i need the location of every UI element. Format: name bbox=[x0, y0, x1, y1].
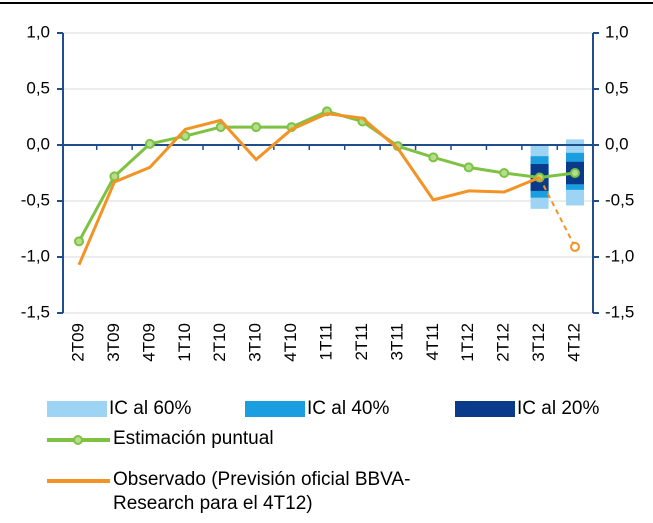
y2-tick-label: -0,5 bbox=[605, 190, 634, 209]
point-marker bbox=[499, 168, 510, 178]
x-tick-label: 2T11 bbox=[352, 323, 371, 361]
y-tick-label: 0,5 bbox=[26, 78, 50, 97]
y-tick-label: 0,0 bbox=[26, 134, 50, 153]
legend-label: IC al 60% bbox=[109, 398, 192, 419]
legend-label: Estimación puntual bbox=[113, 428, 274, 449]
y-tick-label: -0,5 bbox=[21, 190, 50, 209]
y2-tick-label: -1,0 bbox=[605, 246, 634, 265]
x-tick-label: 3T09 bbox=[104, 323, 123, 362]
legend-swatch bbox=[455, 401, 515, 417]
point-marker bbox=[144, 138, 155, 149]
point-marker bbox=[109, 171, 120, 182]
point-marker bbox=[251, 122, 262, 133]
legend-label: IC al 20% bbox=[517, 398, 600, 419]
y-tick-label: -1,5 bbox=[21, 302, 50, 321]
legend-marker bbox=[73, 435, 83, 445]
point-marker bbox=[74, 236, 84, 247]
y2-tick-label: 0,5 bbox=[605, 78, 629, 97]
x-tick-label: 3T10 bbox=[246, 323, 265, 362]
series-line bbox=[77, 112, 541, 266]
legend-label: IC al 40% bbox=[307, 398, 390, 419]
point-marker bbox=[428, 152, 439, 163]
y-tick-label: 1,0 bbox=[26, 22, 50, 41]
y2-tick-label: 0,0 bbox=[605, 134, 629, 153]
forecast-marker bbox=[570, 241, 580, 252]
x-tick-label: 2T09 bbox=[68, 323, 87, 362]
point-marker bbox=[570, 168, 580, 178]
x-tick-label: 1T10 bbox=[175, 323, 194, 362]
legend-swatch bbox=[47, 401, 107, 417]
forecast-line bbox=[538, 177, 576, 248]
y2-tick-label: 1,0 bbox=[605, 22, 629, 41]
point-marker bbox=[215, 122, 226, 133]
x-tick-label: 4T10 bbox=[281, 323, 300, 362]
y-tick-label: -1,0 bbox=[21, 246, 50, 265]
x-tick-label: 4T12 bbox=[564, 323, 583, 362]
x-tick-label: 3T12 bbox=[529, 323, 548, 362]
y2-tick-label: -1,5 bbox=[605, 302, 634, 321]
x-tick-label: 2T10 bbox=[210, 323, 229, 362]
x-tick-label: 4T11 bbox=[423, 323, 442, 361]
point-marker bbox=[463, 162, 474, 173]
legend-swatch bbox=[245, 401, 305, 417]
x-tick-label: 1T11 bbox=[316, 323, 335, 361]
point-marker bbox=[180, 131, 191, 142]
x-tick-label: 3T11 bbox=[387, 323, 406, 361]
x-tick-label: 2T12 bbox=[494, 323, 513, 362]
x-tick-label: 1T12 bbox=[458, 323, 477, 362]
legend-label: Observado (Previsión oficial BBVA-Resear… bbox=[113, 469, 411, 514]
x-tick-label: 4T09 bbox=[139, 323, 158, 362]
